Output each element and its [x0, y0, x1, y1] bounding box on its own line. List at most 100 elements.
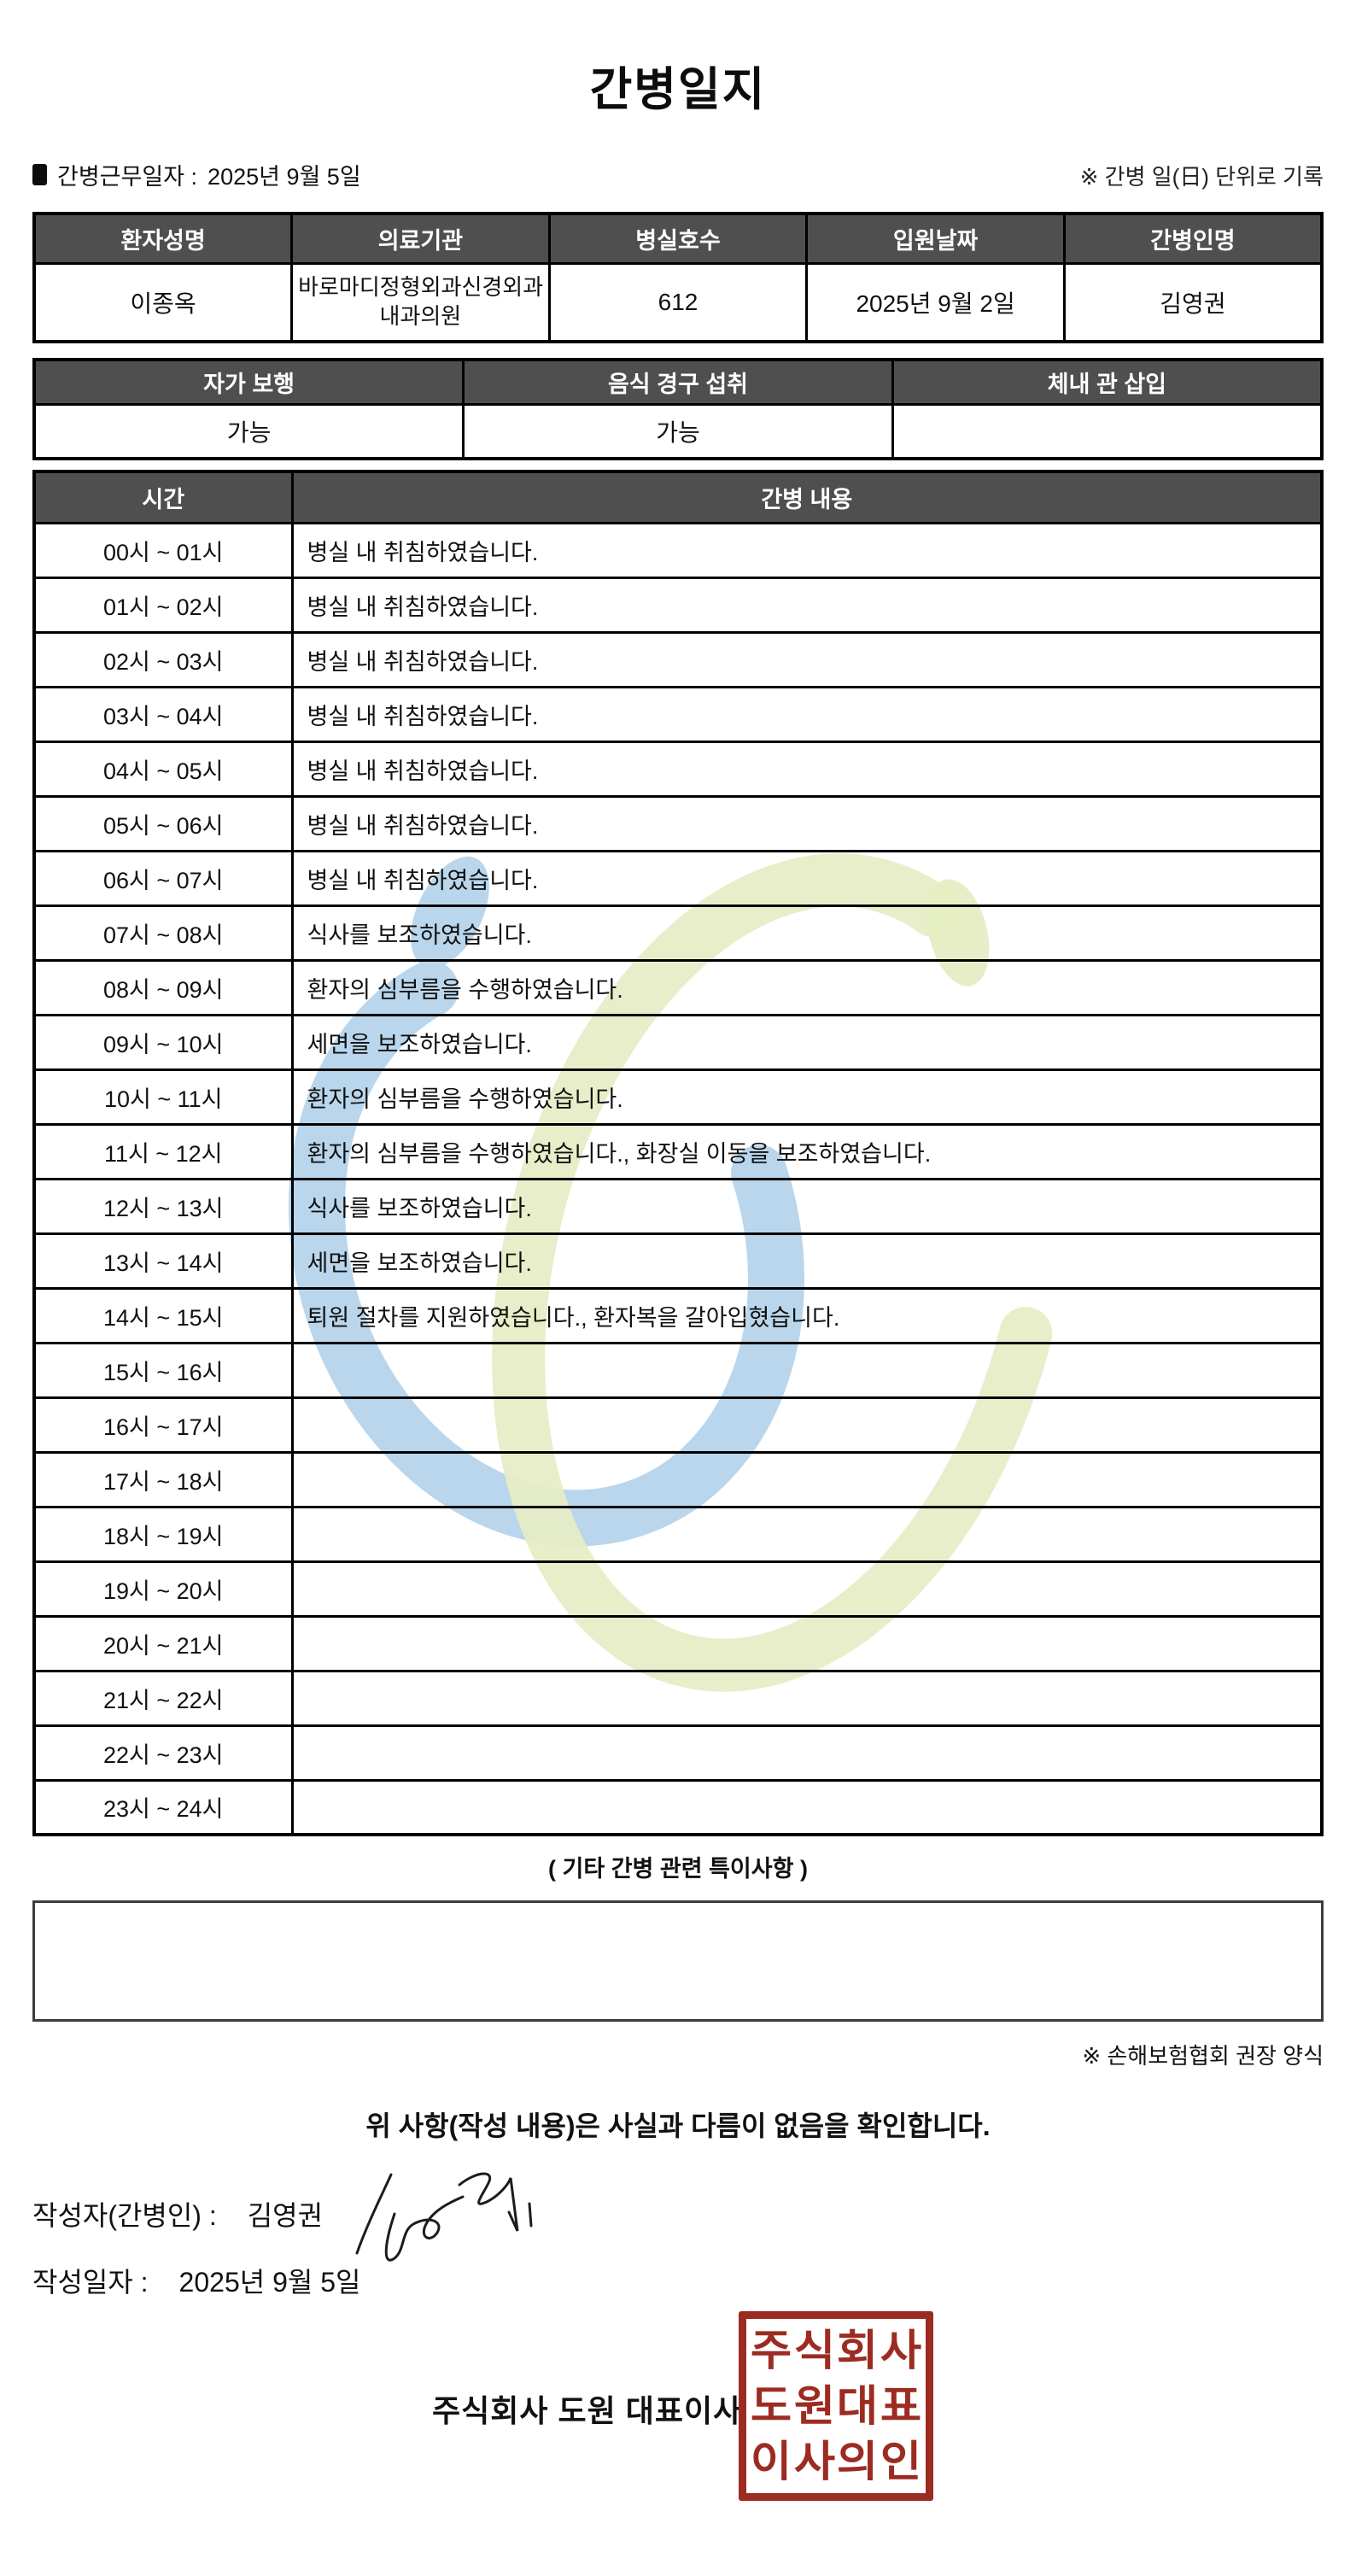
log-time: 19시 ~ 20시 — [32, 1560, 294, 1618]
log-content: 퇴원 절차를 지원하였습니다., 환자복을 갈아입혔습니다. — [290, 1286, 1324, 1344]
log-time: 20시 ~ 21시 — [32, 1614, 294, 1672]
status-value-row: 가능 가능 — [32, 402, 1324, 460]
log-row: 17시 ~ 18시 — [32, 1450, 1324, 1508]
log-time: 07시 ~ 08시 — [32, 904, 294, 962]
log-time: 06시 ~ 07시 — [32, 849, 294, 907]
log-time: 11시 ~ 12시 — [32, 1122, 294, 1180]
log-content — [290, 1505, 1324, 1563]
log-row: 01시 ~ 02시 병실 내 취침하였습니다. — [32, 576, 1324, 634]
log-row: 19시 ~ 20시 — [32, 1560, 1324, 1618]
log-content: 병실 내 취침하였습니다. — [290, 521, 1324, 579]
writer-label: 작성자(간병인) : — [32, 2200, 217, 2231]
log-row: 20시 ~ 21시 — [32, 1614, 1324, 1672]
meta-row: 간병근무일자 : 2025년 9월 5일 ※ 간병 일(日) 단위로 기록 — [32, 158, 1324, 191]
log-time: 03시 ~ 04시 — [32, 685, 294, 743]
log-content — [290, 1778, 1324, 1836]
patient-header-row: 환자성명 의료기관 병실호수 입원날짜 간병인명 — [32, 212, 1324, 265]
writer-name: 김영권 — [247, 2200, 324, 2231]
bullet-square-icon — [32, 164, 47, 185]
log-content — [290, 1560, 1324, 1618]
patient-value-row: 이종옥 바로마디정형외과신경외과 내과의원 612 2025년 9월 2일 김영… — [32, 261, 1324, 343]
log-time: 22시 ~ 23시 — [32, 1724, 294, 1782]
log-row: 03시 ~ 04시 병실 내 취침하였습니다. — [32, 685, 1324, 743]
header-caregiver-name: 간병인명 — [1062, 212, 1324, 265]
log-row: 15시 ~ 16시 — [32, 1341, 1324, 1399]
admission-date-cell: 2025년 9월 2일 — [805, 261, 1066, 343]
form-note: ※ 손해보험협회 권장 양식 — [1082, 2043, 1324, 2069]
header-patient-name: 환자성명 — [32, 212, 294, 265]
log-content: 세면을 보조하였습니다. — [290, 1013, 1324, 1071]
log-row: 11시 ~ 12시 환자의 심부름을 수행하였습니다., 화장실 이동을 보조하였… — [32, 1122, 1324, 1180]
log-header-row: 시간 간병 내용 — [32, 470, 1324, 524]
care-log-table: 시간 간병 내용 00시 ~ 01시 병실 내 취침하였습니다. 01시 ~ 02… — [32, 470, 1324, 1836]
patient-info-table: 환자성명 의료기관 병실호수 입원날짜 간병인명 이종옥 바로마디정형외과신경외… — [32, 212, 1324, 343]
header-admission-date: 입원날짜 — [805, 212, 1066, 265]
date-row: 작성일자 : 2025년 9월 5일 — [32, 2260, 1324, 2301]
work-date-value: 2025년 9월 5일 — [207, 164, 361, 190]
log-time: 09시 ~ 10시 — [32, 1013, 294, 1071]
log-row: 00시 ~ 01시 병실 내 취침하였습니다. — [32, 521, 1324, 579]
log-content: 환자의 심부름을 수행하였습니다. — [290, 958, 1324, 1016]
header-medical-institution: 의료기관 — [290, 212, 551, 265]
log-row: 10시 ~ 11시 환자의 심부름을 수행하였습니다. — [32, 1068, 1324, 1126]
log-row: 18시 ~ 19시 — [32, 1505, 1324, 1563]
log-content — [290, 1450, 1324, 1508]
log-content — [290, 1724, 1324, 1782]
log-row: 02시 ~ 03시 병실 내 취침하였습니다. — [32, 630, 1324, 688]
room-number-cell: 612 — [547, 261, 809, 343]
log-row: 23시 ~ 24시 — [32, 1778, 1324, 1836]
log-row: 04시 ~ 05시 병실 내 취침하였습니다. — [32, 740, 1324, 798]
log-time: 05시 ~ 06시 — [32, 794, 294, 852]
log-row: 16시 ~ 17시 — [32, 1396, 1324, 1454]
page-title: 간병일지 — [589, 64, 767, 115]
log-row: 13시 ~ 14시 세면을 보조하였습니다. — [32, 1232, 1324, 1290]
log-time: 17시 ~ 18시 — [32, 1450, 294, 1508]
notes-box[interactable] — [32, 1900, 1324, 2022]
log-time: 12시 ~ 13시 — [32, 1177, 294, 1235]
status-header-row: 자가 보행 음식 경구 섭취 체내 관 삽입 — [32, 358, 1324, 406]
log-content: 병실 내 취침하였습니다. — [290, 740, 1324, 798]
header-oral-intake: 음식 경구 섭취 — [462, 358, 894, 406]
log-time: 21시 ~ 22시 — [32, 1669, 294, 1727]
log-time: 23시 ~ 24시 — [32, 1778, 294, 1836]
log-time: 15시 ~ 16시 — [32, 1341, 294, 1399]
header-room-number: 병실호수 — [547, 212, 809, 265]
unit-note: ※ 간병 일(日) 단위로 기록 — [1079, 164, 1324, 190]
medical-institution-cell: 바로마디정형외과신경외과 내과의원 — [290, 261, 551, 343]
log-content: 병실 내 취침하였습니다. — [290, 630, 1324, 688]
log-row: 06시 ~ 07시 병실 내 취침하였습니다. — [32, 849, 1324, 907]
log-content: 식사를 보조하였습니다. — [290, 1177, 1324, 1235]
log-content — [290, 1614, 1324, 1672]
log-row: 07시 ~ 08시 식사를 보조하였습니다. — [32, 904, 1324, 962]
writer-row: 작성자(간병인) : 김영권 — [32, 2172, 1324, 2262]
header-self-walking: 자가 보행 — [32, 358, 465, 406]
notes-title: ( 기타 간병 관련 특이사항 ) — [548, 1856, 808, 1882]
log-content: 세면을 보조하였습니다. — [290, 1232, 1324, 1290]
log-row: 09시 ~ 10시 세면을 보조하였습니다. — [32, 1013, 1324, 1071]
log-content: 병실 내 취침하였습니다. — [290, 685, 1324, 743]
log-content: 병실 내 취침하였습니다. — [290, 576, 1324, 634]
header-internal-tube: 체내 관 삽입 — [891, 358, 1324, 406]
caregiver-name-cell: 김영권 — [1062, 261, 1324, 343]
self-walking-cell: 가능 — [32, 402, 465, 460]
log-time: 08시 ~ 09시 — [32, 958, 294, 1016]
confirmation-statement: 위 사항(작성 내용)은 사실과 다름이 없음을 확인합니다. — [365, 2111, 991, 2141]
internal-tube-cell — [891, 402, 1324, 460]
log-content — [290, 1341, 1324, 1399]
log-content: 환자의 심부름을 수행하였습니다. — [290, 1068, 1324, 1126]
log-time: 10시 ~ 11시 — [32, 1068, 294, 1126]
date-label: 작성일자 : — [32, 2267, 149, 2298]
log-row: 08시 ~ 09시 환자의 심부름을 수행하였습니다. — [32, 958, 1324, 1016]
medical-institution-text: 바로마디정형외과신경외과 내과의원 — [298, 273, 544, 329]
signature-image — [355, 2172, 533, 2262]
log-row: 22시 ~ 23시 — [32, 1724, 1324, 1782]
log-time: 00시 ~ 01시 — [32, 521, 294, 579]
log-time: 02시 ~ 03시 — [32, 630, 294, 688]
log-row: 14시 ~ 15시 퇴원 절차를 지원하였습니다., 환자복을 갈아입혔습니다. — [32, 1286, 1324, 1344]
log-row: 12시 ~ 13시 식사를 보조하였습니다. — [32, 1177, 1324, 1235]
